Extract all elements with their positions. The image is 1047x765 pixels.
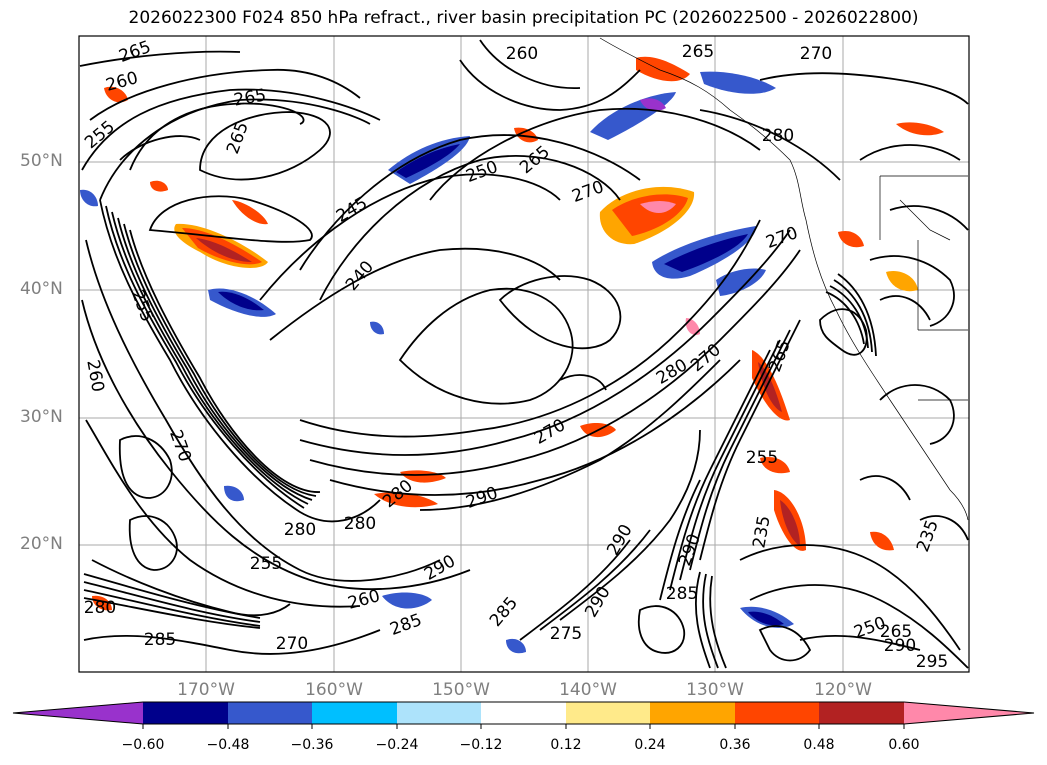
lon-label-170w: 170°W <box>177 680 235 700</box>
contour-label: 280 <box>284 520 316 540</box>
colorbar-under-extend <box>13 702 143 724</box>
colorbar-tick-label: −0.60 <box>121 737 165 753</box>
contour-label: 280 <box>344 514 376 534</box>
map-title: 2026022300 F024 850 hPa refract., river … <box>128 8 919 28</box>
colorbar-tick-label: −0.48 <box>206 737 250 753</box>
contour-label: 285 <box>666 584 698 604</box>
contour-label: 275 <box>550 624 582 644</box>
colorbar-tick-label: −0.36 <box>290 737 334 753</box>
colorbar-tick-label: −0.24 <box>375 737 419 753</box>
contour-label: 290 <box>884 636 916 656</box>
colorbar-seg-6 <box>566 702 650 724</box>
colorbar-tick-label: −0.12 <box>459 737 503 753</box>
colorbar-tick-label: 0.12 <box>550 737 582 753</box>
colorbar-seg-8 <box>735 702 819 724</box>
lat-label-20n: 20°N <box>20 534 63 554</box>
colorbar-seg-1 <box>143 702 228 724</box>
colorbar-tick-label: 0.60 <box>888 737 920 753</box>
contour-label: 285 <box>144 630 176 650</box>
colorbar-seg-9 <box>819 702 904 724</box>
lon-label-130w: 130°W <box>686 680 744 700</box>
lon-label-160w: 160°W <box>305 680 363 700</box>
lat-label-40n: 40°N <box>20 279 63 299</box>
contour-label: 265 <box>682 42 714 62</box>
colorbar-seg-2 <box>228 702 312 724</box>
precip-anomaly-fill <box>80 56 944 654</box>
contour-label: 295 <box>916 652 948 672</box>
contour-label: 255 <box>746 448 778 468</box>
colorbar-tick-label: 0.48 <box>803 737 835 753</box>
contour-label: 270 <box>276 634 308 654</box>
contour-label: 265 <box>880 622 912 642</box>
plot-frame <box>78 35 970 673</box>
lon-label-120w: 120°W <box>814 680 872 700</box>
lat-label-30n: 30°N <box>20 407 63 427</box>
colorbar-tick-label: 0.36 <box>719 737 751 753</box>
contour-label: 280 <box>84 598 116 618</box>
plot-background <box>79 36 969 672</box>
lon-label-140w: 140°W <box>559 680 617 700</box>
contour-label: 270 <box>800 44 832 64</box>
colorbar-tick-label: 0.24 <box>634 737 666 753</box>
lon-label-150w: 150°W <box>432 680 490 700</box>
refractivity-contours <box>79 39 969 669</box>
colorbar-seg-7 <box>650 702 735 724</box>
contour-label: 280 <box>762 126 794 146</box>
colorbar-seg-4 <box>397 702 481 724</box>
coastlines <box>599 37 969 521</box>
colorbar <box>12 701 1035 729</box>
colorbar-seg-5 <box>481 702 566 724</box>
colorbar-over-extend <box>904 702 1034 724</box>
contour-label: 255 <box>250 554 282 574</box>
contour-label: 260 <box>506 44 538 64</box>
lat-label-50n: 50°N <box>20 151 63 171</box>
colorbar-seg-3 <box>312 702 397 724</box>
